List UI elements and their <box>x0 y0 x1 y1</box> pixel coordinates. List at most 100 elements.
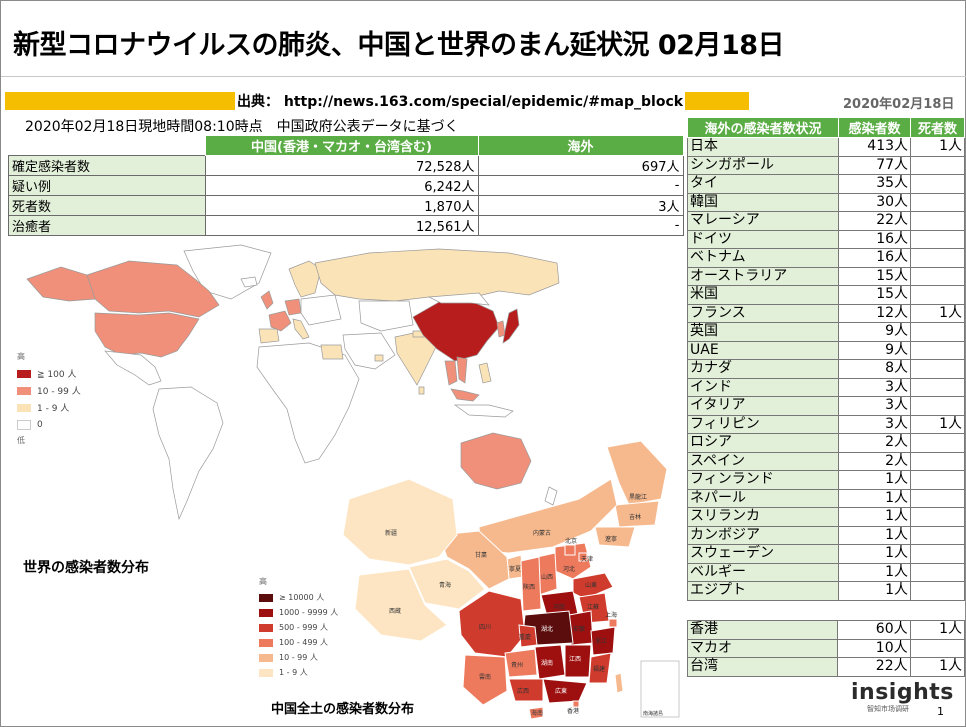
overseas-row: タイ 35人 <box>686 174 965 194</box>
map-label-hainan: 海南 <box>531 709 543 717</box>
overseas-row: 英国 9人 <box>686 322 965 342</box>
overseas-cases: 22人 <box>838 211 912 231</box>
summary-header-china: 中国(香港・マカオ・台湾含む) <box>204 135 479 156</box>
province-zhejiang <box>590 626 616 656</box>
overseas-country: イタリア <box>686 396 840 416</box>
overseas-row: イタリア 3人 <box>686 396 965 416</box>
province-guizhou <box>504 648 538 678</box>
overseas-country: フランス <box>686 303 840 323</box>
overseas-row: エジプト 1人 <box>686 581 965 601</box>
summary-table: 中国(香港・マカオ・台湾含む) 海外 確定感染者数 72,528人 697人 疑… <box>8 135 684 236</box>
overseas-country: スウェーデン <box>686 544 840 564</box>
map-japan <box>502 308 520 344</box>
map-label-heilongjiang: 黒龍江 <box>629 493 647 501</box>
overseas-deaths <box>910 229 965 249</box>
summary-header-row: 中国(香港・マカオ・台湾含む) 海外 <box>8 135 684 156</box>
map-label-shaanxi: 陝西 <box>523 583 535 591</box>
map-italy <box>292 318 310 340</box>
overseas-cases: 2人 <box>838 451 912 471</box>
overseas-row: 韓国 30人 <box>686 192 965 212</box>
hk-macau-taiwan-body: 香港 60人 1人 マカオ 10人 台湾 22人 1人 <box>686 620 966 677</box>
overseas-cases: 1人 <box>838 525 912 545</box>
region-cases: 60人 <box>837 620 911 640</box>
summary-label: 死者数 <box>8 195 206 216</box>
overseas-deaths <box>910 581 965 601</box>
overseas-header-row: 海外の感染者数状況 感染者数 死者数 <box>686 117 965 138</box>
summary-row: 死者数 1,870人 3人 <box>8 195 684 216</box>
overseas-country: ロシア <box>686 433 840 453</box>
province-liaoning <box>594 526 636 548</box>
overseas-table: 海外の感染者数状況 感染者数 死者数 日本 413人 1人 シンガポール 77人 タイ 35… <box>686 117 965 601</box>
region-deaths: 1人 <box>909 657 966 677</box>
map-mexico <box>104 350 162 386</box>
china-map: 黒龍江 吉林 遼寧 内蒙古 北京 天津 河北 山西 山東 寧夏 甘粛 陝西 河南… <box>342 440 680 720</box>
map-france <box>268 310 292 332</box>
page-number: 1 <box>937 705 944 718</box>
overseas-country: エジプト <box>686 581 840 601</box>
report-date: 2020年02月18日 <box>843 97 955 112</box>
overseas-country: 日本 <box>686 137 840 157</box>
overseas-country: フィンランド <box>686 470 840 490</box>
overseas-deaths <box>910 155 965 175</box>
map-label-zhejiang: 浙江 <box>595 637 607 645</box>
summary-header-overseas: 海外 <box>477 135 684 156</box>
overseas-row: スリランカ 1人 <box>686 507 965 527</box>
province-yunnan <box>462 654 508 706</box>
map-russia <box>314 248 560 302</box>
map-label-guangxi: 広西 <box>517 687 529 695</box>
overseas-country: タイ <box>686 174 840 194</box>
map-label-guizhou: 貴州 <box>511 661 523 669</box>
as-of-note: 2020年02月18日現地時間08:10時点 中国政府公表データに基づく <box>25 119 459 135</box>
province-chongqing <box>518 624 538 648</box>
map-label-fujian: 福建 <box>593 665 605 673</box>
world-legend-item: 1 - 9 人 <box>17 399 81 416</box>
map-vietnam <box>456 356 468 384</box>
legend-label: ≧ 100 人 <box>37 370 77 380</box>
summary-label: 確定感染者数 <box>8 155 206 176</box>
overseas-country: フィリピン <box>686 414 840 434</box>
map-philippines <box>478 362 492 384</box>
overseas-header-deaths: 死者数 <box>910 117 965 138</box>
legend-swatch <box>259 668 273 677</box>
map-iceland <box>240 276 258 288</box>
logo-subtitle: 智知市场调研 <box>867 705 909 713</box>
summary-overseas-value: 3人 <box>477 195 684 216</box>
overseas-row: ネパール 1人 <box>686 488 965 508</box>
map-malaysia <box>450 388 480 402</box>
overseas-row: オーストラリア 15人 <box>686 266 965 286</box>
summary-china-value: 6,242人 <box>204 175 479 196</box>
overseas-cases: 16人 <box>838 229 912 249</box>
overseas-row: 米国 15人 <box>686 285 965 305</box>
overseas-row: フィンランド 1人 <box>686 470 965 490</box>
overseas-deaths <box>910 174 965 194</box>
south-china-sea-inset <box>640 660 680 718</box>
overseas-deaths <box>910 340 965 360</box>
overseas-cases: 1人 <box>838 562 912 582</box>
province-heilongjiang <box>606 440 668 506</box>
map-label-xizang: 西蔵 <box>389 607 401 615</box>
map-label-guangdong: 広東 <box>555 687 567 695</box>
summary-overseas-value: - <box>477 175 684 196</box>
map-label-hubei: 湖北 <box>541 625 553 633</box>
province-hongkong <box>572 700 580 708</box>
region-deaths: 1人 <box>909 620 966 640</box>
summary-row: 治癒者 12,561人 - <box>8 215 684 236</box>
map-label-shandong: 山東 <box>585 581 597 589</box>
map-canada <box>86 260 220 318</box>
overseas-cases: 35人 <box>838 174 912 194</box>
overseas-cases: 413人 <box>838 137 912 157</box>
overseas-cases: 3人 <box>838 396 912 416</box>
map-indonesia <box>453 404 514 418</box>
map-label-yunnan: 雲南 <box>479 673 491 681</box>
map-middle-east <box>342 332 396 370</box>
map-new-zealand <box>544 486 558 506</box>
overseas-row: 日本 413人 1人 <box>686 137 965 157</box>
region-name: マカオ <box>686 638 839 658</box>
overseas-row: インド 3人 <box>686 377 965 397</box>
map-label-sichuan: 四川 <box>479 624 491 631</box>
summary-label: 治癒者 <box>8 215 206 236</box>
overseas-deaths <box>910 507 965 527</box>
overseas-row: ベルギー 1人 <box>686 562 965 582</box>
legend-swatch <box>259 638 273 647</box>
overseas-deaths <box>910 433 965 453</box>
